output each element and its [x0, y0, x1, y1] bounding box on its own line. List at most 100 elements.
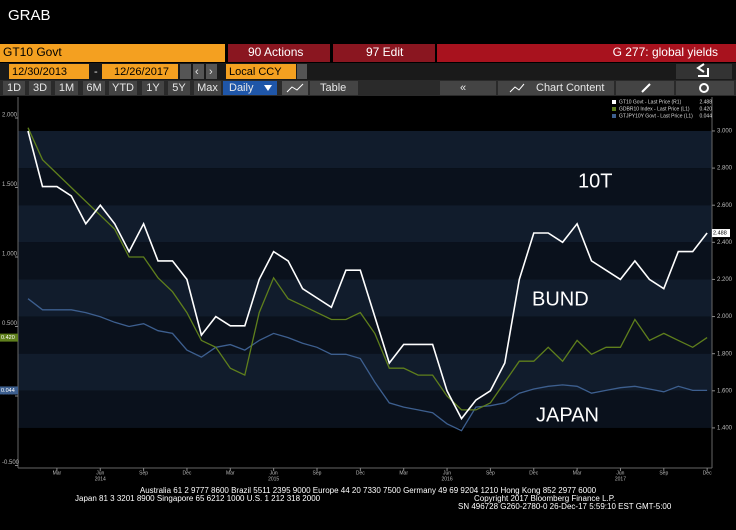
y2-tick-label: 1.800	[717, 351, 733, 357]
band	[18, 130, 712, 169]
footer-line: Japan 81 3 3201 8900 Singapore 65 6212 1…	[75, 494, 321, 503]
legend: GT10 Govt - Last Price (R1) 2.488 GDBR10 I…	[612, 99, 712, 119]
prev-icon: ‹	[195, 66, 199, 78]
next-icon: ›	[209, 66, 213, 78]
period: 6M	[86, 82, 101, 94]
period-button[interactable]	[29, 81, 51, 95]
annotation: 10T	[578, 170, 612, 192]
band	[18, 168, 712, 206]
y2-tick-label: 3.000	[717, 129, 733, 135]
x-tick-label: Jun	[270, 470, 278, 476]
x-tick-label: Sep	[659, 470, 668, 476]
period-button[interactable]	[194, 81, 221, 95]
calendar-button[interactable]	[180, 64, 191, 79]
y-tick-label: -0.500	[2, 460, 20, 466]
chart-content: Chart Content	[536, 82, 604, 94]
x-tick-label: Sep	[486, 470, 495, 476]
collapse-icon: «	[460, 82, 466, 94]
bands	[18, 130, 712, 428]
x-tick-label: Dec	[703, 470, 712, 476]
y2-tick-label: 2.200	[717, 277, 733, 283]
footer-line: Copyright 2017 Bloomberg Finance L.P.	[474, 494, 615, 503]
last-value-tag	[0, 333, 18, 342]
frequency-button[interactable]	[223, 81, 277, 95]
security: GT10 Govt	[3, 45, 62, 59]
next-button[interactable]	[206, 64, 217, 79]
x-tick-label: Sep	[313, 470, 322, 476]
currency: Local CCY	[229, 66, 282, 78]
period: 3D	[33, 82, 47, 94]
end-date-field[interactable]	[102, 64, 178, 79]
line-chart-icon	[286, 83, 304, 93]
start-date-field[interactable]	[9, 64, 89, 79]
end-date: 12/26/2017	[114, 66, 169, 78]
last-value: 0.420	[1, 335, 15, 341]
back-icon	[696, 63, 709, 77]
legend-value: 0.420	[699, 106, 712, 112]
period-button[interactable]	[168, 81, 190, 95]
start-date: 12/30/2013	[12, 66, 67, 78]
y-tick-label: 2.000	[2, 113, 18, 119]
function: G 277: global yields	[613, 45, 718, 59]
x-tick-label: Jun	[443, 470, 451, 476]
legend-label: GT10 Govt - Last Price (R1)	[619, 99, 682, 105]
x-tick-label: Mar	[226, 470, 235, 476]
period: 5Y	[172, 82, 186, 94]
period-button[interactable]	[109, 81, 137, 95]
y2-tick-label: 2.000	[717, 314, 733, 320]
footer-line: SN 496728 G260-2780-0 26-Dec-17 5:59:10 …	[458, 502, 672, 511]
x-tick-label: Mar	[53, 470, 62, 476]
y2-tick-label: 1.600	[717, 388, 733, 394]
y2-tick-label: 2.800	[717, 166, 733, 172]
x-tick-label: Jun	[616, 470, 624, 476]
series-line	[27, 130, 708, 421]
frequency: Daily	[229, 82, 254, 94]
band	[18, 316, 712, 354]
actions-menu[interactable]	[228, 44, 330, 62]
series-line	[27, 127, 708, 411]
x-tick-label: Dec	[356, 470, 365, 476]
period: YTD	[112, 82, 134, 94]
last-value-tag	[712, 229, 730, 238]
y-tick-label: 1.000	[2, 252, 18, 258]
gear-icon	[699, 83, 709, 93]
annotation: BUND	[532, 288, 589, 310]
x-year-label: 2014	[95, 476, 106, 482]
period-buttons: 1D 3D 1M 6M YTD 1Y 5Y Max	[3, 81, 221, 95]
period-button[interactable]	[55, 81, 78, 95]
period-button[interactable]	[83, 81, 105, 95]
y2-tick-label: 1.400	[717, 425, 733, 431]
legend-value: 0.044	[699, 113, 712, 119]
period-button[interactable]	[142, 81, 164, 95]
settings-button[interactable]	[676, 81, 734, 95]
date-separator: -	[94, 66, 98, 78]
line-chart-button[interactable]	[282, 81, 308, 95]
collapse-button[interactable]	[440, 81, 496, 95]
legend-swatch	[612, 100, 616, 104]
x-tick-label: Dec	[529, 470, 538, 476]
table: Table	[320, 82, 346, 94]
edit-menu[interactable]	[333, 44, 435, 62]
legend-value: 2.488	[699, 99, 712, 105]
lines: 0.044 0.420 2.488	[0, 127, 730, 432]
security-field[interactable]	[0, 44, 225, 62]
series-line	[27, 298, 708, 432]
band	[18, 390, 712, 428]
currency-dropdown[interactable]	[297, 64, 307, 79]
frequency-arrow	[264, 85, 272, 91]
edit: 97 Edit	[366, 45, 404, 59]
prev-button[interactable]	[193, 64, 204, 79]
x-tick-label: Sep	[139, 470, 148, 476]
function-bar	[437, 44, 736, 62]
chart-content-button[interactable]	[498, 81, 614, 95]
period: 1Y	[146, 82, 160, 94]
table-button[interactable]	[310, 81, 358, 95]
annotations: 10T BUND JAPAN	[532, 170, 612, 426]
x-year-label: 2017	[615, 476, 626, 482]
y2-tick-label: 2.600	[717, 203, 733, 209]
legend-label: GDBR10 Index - Last Price (L1)	[619, 106, 690, 112]
currency-field[interactable]	[226, 64, 296, 79]
period-button[interactable]	[3, 81, 25, 95]
actions: 90 Actions	[248, 45, 303, 59]
